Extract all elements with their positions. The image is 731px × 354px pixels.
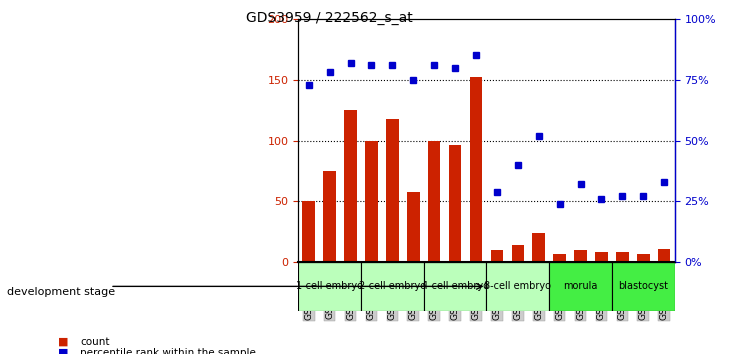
Bar (344, 110, 357, 262)
Bar (595, 252, 607, 262)
Text: ■: ■ (58, 337, 69, 347)
Text: development stage: development stage (7, 287, 115, 297)
Text: 8-cell embryo: 8-cell embryo (485, 281, 551, 291)
FancyBboxPatch shape (486, 262, 549, 311)
Text: GDS3959 / 222562_s_at: GDS3959 / 222562_s_at (246, 11, 412, 25)
FancyBboxPatch shape (549, 262, 612, 311)
Bar (616, 252, 629, 262)
Bar (532, 233, 545, 262)
Bar (407, 192, 420, 262)
FancyBboxPatch shape (361, 262, 424, 311)
Text: 1-cell embryo: 1-cell embryo (296, 281, 363, 291)
Bar (449, 145, 461, 262)
Bar (303, 201, 315, 262)
FancyBboxPatch shape (612, 262, 675, 311)
Bar (428, 141, 441, 262)
Text: percentile rank within the sample: percentile rank within the sample (80, 348, 257, 354)
Text: 4-cell embryo: 4-cell embryo (422, 281, 488, 291)
Bar (553, 253, 566, 262)
Bar (637, 253, 650, 262)
Text: 2-cell embryo: 2-cell embryo (359, 281, 426, 291)
Bar (491, 250, 503, 262)
Bar (386, 119, 398, 262)
FancyBboxPatch shape (424, 262, 486, 311)
Text: blastocyst: blastocyst (618, 281, 668, 291)
Text: morula: morula (564, 281, 598, 291)
FancyBboxPatch shape (298, 262, 361, 311)
Bar (470, 77, 482, 262)
Bar (512, 245, 524, 262)
Bar (323, 171, 336, 262)
Text: ■: ■ (58, 348, 69, 354)
Bar (658, 249, 670, 262)
Bar (575, 250, 587, 262)
Text: count: count (80, 337, 110, 347)
Bar (366, 141, 378, 262)
